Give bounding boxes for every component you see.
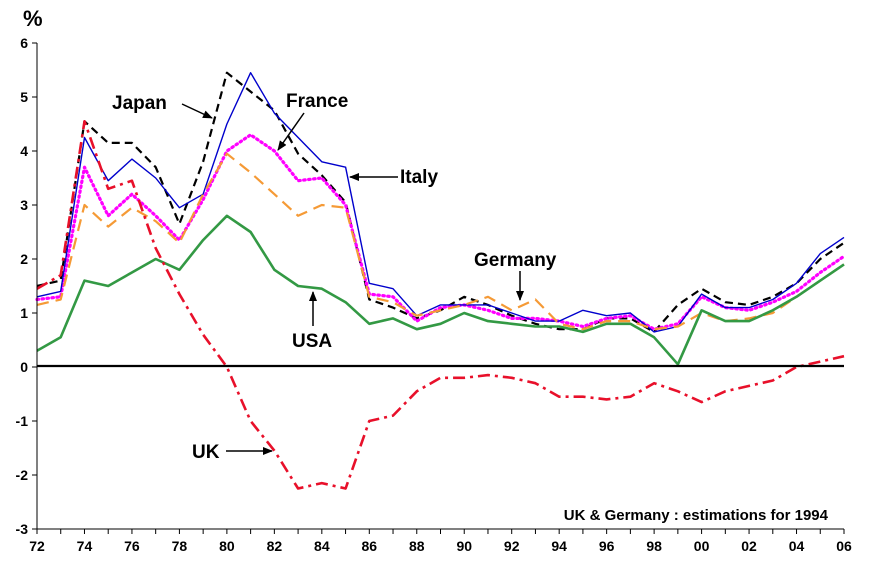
x-tick-label: 82 [267,538,283,554]
y-tick-label: 5 [20,89,28,105]
x-tick-label: 94 [551,538,567,554]
y-tick-label: -3 [16,521,29,537]
x-tick-label: 72 [29,538,45,554]
x-tick-label: 84 [314,538,330,554]
italy-annotation: Italy [349,167,438,188]
y-tick-label: 6 [20,35,28,51]
x-axis: 72 74 76 78 80 82 84 86 88 90 92 94 96 98 00 02 04 06 [29,529,852,554]
x-tick-label: 76 [124,538,140,554]
x-tick-label: 98 [646,538,662,554]
japan-annotation: Japan [112,93,213,119]
y-unit-label: % [23,6,43,31]
estimation-note: UK & Germany : estimations for 1994 [564,507,829,524]
usa-annotation: USA [292,291,332,352]
x-tick-label: 80 [219,538,235,554]
x-tick-label: 02 [741,538,757,554]
series-line-italy [36,71,845,333]
x-tick-label: 78 [172,538,188,554]
france-label: France [286,91,348,112]
france-arrow [277,112,305,151]
series-line-germany [36,152,845,331]
italy-label: Italy [400,167,438,188]
x-tick-label: 06 [836,538,852,554]
x-tick-label: 88 [409,538,425,554]
x-tick-label: 96 [599,538,615,554]
y-tick-label: 2 [20,251,28,267]
x-tick-label: 74 [77,538,93,554]
japan-arrow [181,103,213,119]
x-tick-label: 92 [504,538,520,554]
uk-annotation: UK [192,442,273,463]
y-axis: -3 -2 -1 0 1 2 3 4 5 6 [16,35,37,537]
x-tick-label: 00 [694,538,710,554]
series-layer [35,71,846,490]
y-tick-label: -2 [16,467,29,483]
y-tick-label: 4 [20,143,28,159]
y-tick-label: 1 [20,305,28,321]
japan-label: Japan [112,93,167,114]
france-annotation: France [277,91,348,151]
usa-label: USA [292,331,332,352]
series-line-france [35,133,846,331]
germany-label: Germany [474,250,557,271]
series-line-uk [36,120,845,490]
y-tick-label: -1 [16,413,29,429]
series-line-usa [36,214,845,366]
y-tick-label: 0 [20,359,28,375]
x-tick-label: 86 [362,538,378,554]
germany-annotation: Germany [474,250,557,301]
x-tick-label: 90 [456,538,472,554]
x-tick-label: 04 [789,538,805,554]
uk-label: UK [192,442,220,463]
y-tick-label: 3 [20,197,28,213]
